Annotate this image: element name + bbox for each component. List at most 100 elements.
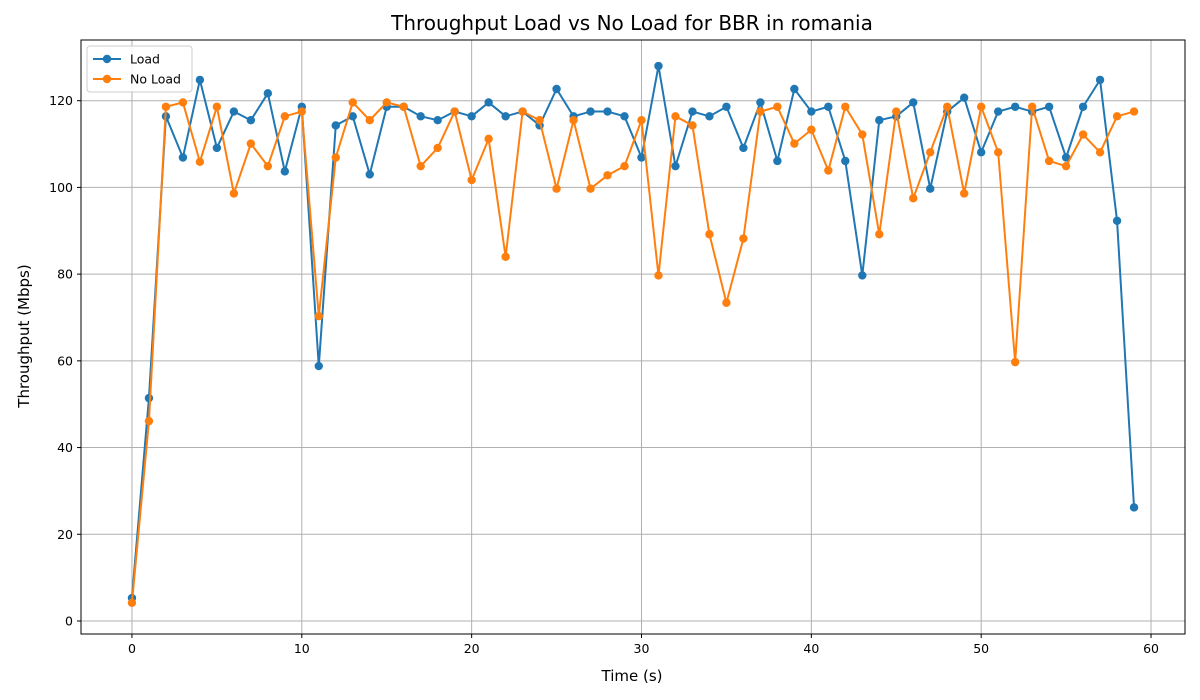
x-tick-label: 40 <box>803 641 819 656</box>
chart-title: Throughput Load vs No Load for BBR in ro… <box>390 11 873 35</box>
data-point-no-load <box>314 311 323 321</box>
y-axis-label: Throughput (Mbps) <box>15 264 33 408</box>
data-point-load <box>433 116 442 125</box>
data-point-load <box>1010 102 1020 111</box>
data-point-load <box>824 102 833 111</box>
data-point-no-load <box>450 107 459 116</box>
x-tick-label: 10 <box>294 641 310 656</box>
data-point-no-load <box>773 102 782 111</box>
data-point-no-load <box>976 102 986 111</box>
data-point-load <box>1061 153 1071 162</box>
legend-swatch-marker-no-load <box>102 74 112 84</box>
data-point-no-load <box>1095 148 1105 157</box>
data-point-load <box>960 93 969 102</box>
data-point-no-load <box>586 184 595 193</box>
data-point-load <box>348 112 357 121</box>
data-point-load <box>314 361 323 371</box>
data-point-no-load <box>875 230 884 239</box>
data-point-no-load <box>263 161 273 171</box>
data-point-load <box>909 98 918 107</box>
data-point-no-load <box>144 416 154 426</box>
data-point-no-load <box>178 98 188 107</box>
data-point-load <box>178 153 188 162</box>
data-point-no-load <box>603 171 612 180</box>
data-point-no-load <box>620 161 629 171</box>
data-point-load <box>739 143 748 153</box>
data-point-load <box>858 271 867 280</box>
data-point-no-load <box>416 161 425 171</box>
data-point-no-load <box>756 107 765 116</box>
data-point-no-load <box>1078 130 1088 139</box>
data-point-no-load <box>433 143 442 153</box>
series-layer <box>127 61 1139 607</box>
x-tick-label: 0 <box>128 641 136 656</box>
data-point-no-load <box>960 189 969 198</box>
legend-swatch-marker-load <box>102 54 112 64</box>
x-tick-label: 30 <box>634 641 650 656</box>
x-axis-label: Time (s) <box>601 667 663 685</box>
data-point-no-load <box>993 148 1003 157</box>
data-point-no-load <box>926 148 935 157</box>
y-tick-label: 40 <box>57 440 73 455</box>
x-tick-label: 60 <box>1143 641 1159 656</box>
y-tick-label: 80 <box>57 267 73 282</box>
y-tick-label: 100 <box>49 180 73 195</box>
data-point-no-load <box>246 139 256 148</box>
data-point-load <box>1078 102 1088 111</box>
data-point-no-load <box>212 102 222 111</box>
data-point-no-load <box>297 107 306 116</box>
data-point-load <box>1044 102 1054 111</box>
data-point-no-load <box>1010 357 1020 367</box>
data-point-load <box>756 98 765 107</box>
data-point-no-load <box>858 130 867 139</box>
data-point-load <box>993 107 1003 116</box>
data-point-no-load <box>807 125 816 134</box>
data-point-no-load <box>382 98 391 107</box>
data-point-load <box>976 148 986 157</box>
y-tick-label: 20 <box>57 527 73 542</box>
data-point-load <box>926 184 935 193</box>
data-point-load <box>229 107 239 116</box>
data-point-no-load <box>331 153 340 162</box>
data-point-load <box>501 112 510 121</box>
data-point-load <box>212 143 222 153</box>
y-tick-label: 0 <box>65 613 73 628</box>
data-point-no-load <box>892 107 901 116</box>
data-point-no-load <box>790 139 799 148</box>
data-point-no-load <box>1112 112 1122 121</box>
data-point-no-load <box>195 157 205 167</box>
data-point-load <box>280 167 290 176</box>
data-point-load <box>875 116 884 125</box>
data-point-no-load <box>535 116 544 125</box>
legend-box <box>86 45 193 93</box>
data-point-no-load <box>824 166 833 175</box>
axes-layer: 0 10 20 30 40 50 60 0 20 40 60 80 100 120 <box>49 39 1186 656</box>
data-point-no-load <box>909 194 918 203</box>
data-point-no-load <box>501 252 510 261</box>
data-point-no-load <box>1129 107 1139 116</box>
data-point-load <box>552 84 561 94</box>
data-point-load <box>841 156 850 166</box>
series-line-no-load <box>130 101 1135 603</box>
data-point-no-load <box>1027 102 1037 111</box>
data-point-no-load <box>841 102 850 111</box>
plot-frame <box>80 39 1186 635</box>
x-tick-label: 50 <box>973 641 989 656</box>
data-point-load <box>1112 216 1122 226</box>
data-point-no-load <box>671 112 680 121</box>
data-point-load <box>331 121 340 130</box>
y-tick-label: 120 <box>49 93 73 108</box>
data-point-no-load <box>229 189 239 198</box>
data-point-no-load <box>348 98 357 107</box>
data-point-load <box>263 89 273 98</box>
data-point-no-load <box>569 116 578 125</box>
data-point-no-load <box>637 116 646 125</box>
series-line-load <box>130 65 1136 599</box>
data-point-load <box>773 156 782 166</box>
data-point-no-load <box>365 116 374 125</box>
data-point-no-load <box>1044 156 1054 166</box>
grid-layer <box>81 40 1185 634</box>
data-point-no-load <box>399 102 408 111</box>
legend-label-no-load: No Load <box>130 72 181 87</box>
